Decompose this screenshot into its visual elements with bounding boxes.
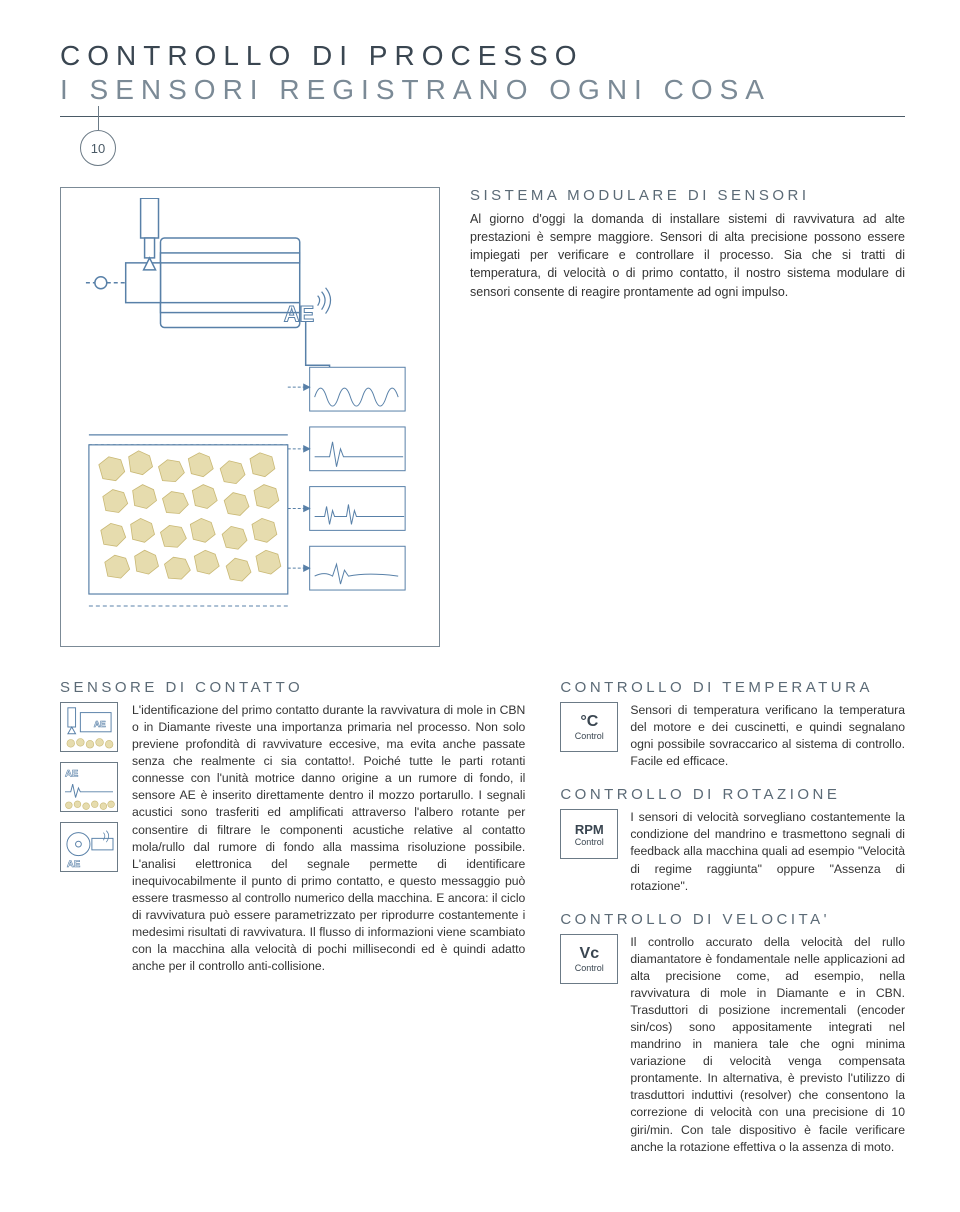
celsius-icon-big: °C	[580, 713, 598, 731]
temperature-body: Sensori di temperatura verificano la tem…	[630, 702, 905, 770]
svg-text:AE: AE	[67, 859, 81, 870]
rotation-body: I sensori di velocità sorvegliano costan…	[630, 809, 905, 894]
hero-body: Al giorno d'oggi la domanda di installar…	[470, 210, 905, 301]
speed-title: CONTROLLO DI VELOCITA'	[560, 911, 905, 928]
rotation-title: CONTROLLO DI ROTAZIONE	[560, 786, 905, 803]
rotation-section: CONTROLLO DI ROTAZIONE RPM Control I sen…	[560, 786, 905, 894]
right-column: CONTROLLO DI TEMPERATURA °C Control Sens…	[560, 679, 905, 1172]
columns: SENSORE DI CONTATTO	[60, 679, 905, 1172]
title-line-1: CONTROLLO DI PROCESSO	[60, 40, 905, 72]
temperature-section: CONTROLLO DI TEMPERATURA °C Control Sens…	[560, 679, 905, 770]
rpm-icon-big: RPM	[575, 822, 604, 837]
celsius-icon-small: Control	[575, 731, 604, 741]
vc-icon: Vc Control	[560, 934, 618, 984]
svg-text:AE: AE	[65, 768, 79, 779]
page-root: CONTROLLO DI PROCESSO I SENSORI REGISTRA…	[0, 0, 960, 1212]
vc-icon-small: Control	[575, 963, 604, 973]
speed-body: Il controllo accurato della velocità del…	[630, 934, 905, 1156]
contact-icon-column: AE AE	[60, 702, 120, 975]
hero-figure: AE	[60, 187, 440, 647]
contact-body: L'identificazione del primo contatto dur…	[132, 702, 525, 975]
page-number-badge: 10	[80, 130, 116, 166]
hero-title: SISTEMA MODULARE DI SENSORI	[470, 187, 905, 204]
contact-title: SENSORE DI CONTATTO	[60, 679, 525, 696]
ae-label: AE	[284, 302, 314, 327]
hero-section: AE	[60, 187, 905, 647]
vc-icon-big: Vc	[580, 945, 600, 963]
hero-text: SISTEMA MODULARE DI SENSORI Al giorno d'…	[470, 187, 905, 647]
page-title: CONTROLLO DI PROCESSO I SENSORI REGISTRA…	[60, 40, 905, 106]
temperature-title: CONTROLLO DI TEMPERATURA	[560, 679, 905, 696]
title-line-2: I SENSORI REGISTRANO OGNI COSA	[60, 74, 905, 106]
ae-signal-icon: AE	[60, 762, 118, 812]
title-rule	[60, 116, 905, 117]
rpm-icon: RPM Control	[560, 809, 618, 859]
ae-rotor-icon: AE	[60, 822, 118, 872]
rpm-icon-small: Control	[575, 837, 604, 847]
speed-section: CONTROLLO DI VELOCITA' Vc Control Il con…	[560, 911, 905, 1156]
page-number: 10	[80, 130, 116, 166]
contact-section: SENSORE DI CONTATTO	[60, 679, 525, 1172]
sensor-diagram: AE	[71, 198, 429, 636]
celsius-icon: °C Control	[560, 702, 618, 752]
svg-text:AE: AE	[94, 719, 106, 729]
ae-tool-icon: AE	[60, 702, 118, 752]
